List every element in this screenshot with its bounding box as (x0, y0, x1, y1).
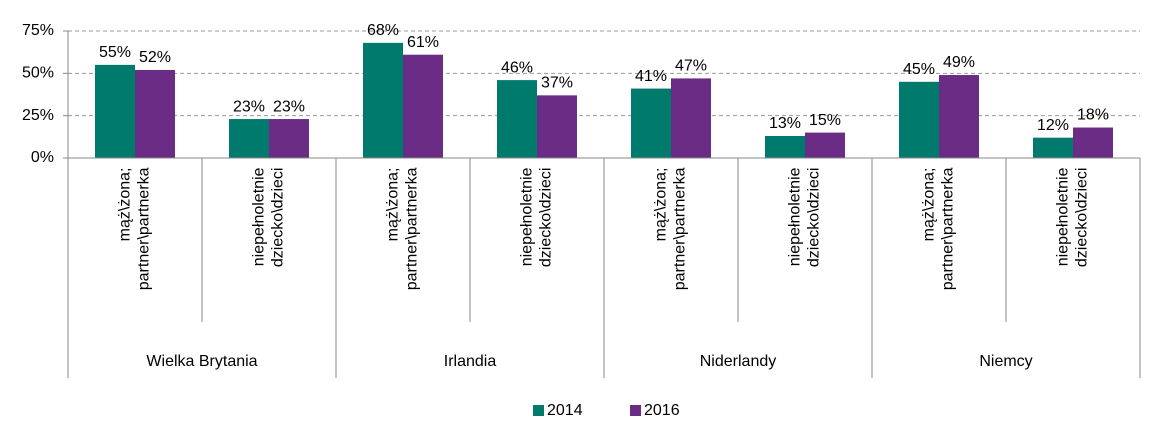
bar (765, 135, 805, 158)
y-tick-label: 50% (22, 65, 54, 82)
bar (403, 54, 443, 158)
data-label: 49% (943, 54, 975, 71)
x-tick-label: mąż\żona; partner\partnerka (920, 167, 956, 291)
bar (1073, 127, 1113, 158)
data-label: 37% (541, 75, 573, 92)
bar (671, 78, 711, 158)
data-label: 15% (809, 112, 841, 129)
bar (537, 95, 577, 158)
x-tick-label: mąż\żona; partner\partnerka (116, 167, 152, 291)
group-label: Niemcy (979, 353, 1032, 370)
x-tick-label: mąż\żona; partner\partnerka (652, 167, 688, 291)
group-label: Irlandia (444, 353, 497, 370)
data-label: 23% (233, 98, 265, 115)
group-label: Wielka Brytania (146, 353, 257, 370)
bar (939, 75, 979, 158)
bar (269, 119, 309, 158)
legend-label: 2014 (547, 402, 583, 419)
bar (899, 81, 939, 158)
data-label: 18% (1077, 107, 1109, 124)
data-label: 52% (139, 49, 171, 66)
bar (805, 132, 845, 158)
x-tick-label: niepełnoletnie dziecko\dzieci (518, 167, 554, 268)
y-tick-label: 0% (31, 149, 54, 166)
bar (1033, 137, 1073, 158)
data-label: 46% (501, 59, 533, 76)
bar (497, 80, 537, 158)
x-tick-label: niepełnoletnie dziecko\dzieci (250, 167, 286, 268)
data-label: 61% (407, 34, 439, 51)
y-tick-label: 75% (22, 22, 54, 39)
legend-marker (533, 405, 544, 416)
data-label: 47% (675, 58, 707, 75)
bar (135, 69, 175, 158)
x-tick-label: niepełnoletnie dziecko\dzieci (1054, 167, 1090, 268)
x-tick-label: mąż\żona; partner\partnerka (384, 167, 420, 291)
data-label: 45% (903, 61, 935, 78)
legend-marker (630, 405, 641, 416)
bar (95, 64, 135, 158)
data-label: 55% (99, 44, 131, 61)
x-tick-label: niepełnoletnie dziecko\dzieci (786, 167, 822, 268)
data-label: 12% (1037, 117, 1069, 134)
data-label: 23% (273, 98, 305, 115)
bar (229, 119, 269, 158)
bar (631, 88, 671, 158)
data-label: 13% (769, 115, 801, 132)
group-label: Niderlandy (700, 353, 776, 370)
legend-label: 2016 (644, 402, 680, 419)
data-label: 68% (367, 22, 399, 39)
bar (363, 42, 403, 158)
data-label: 41% (635, 68, 667, 85)
y-tick-label: 25% (22, 107, 54, 124)
